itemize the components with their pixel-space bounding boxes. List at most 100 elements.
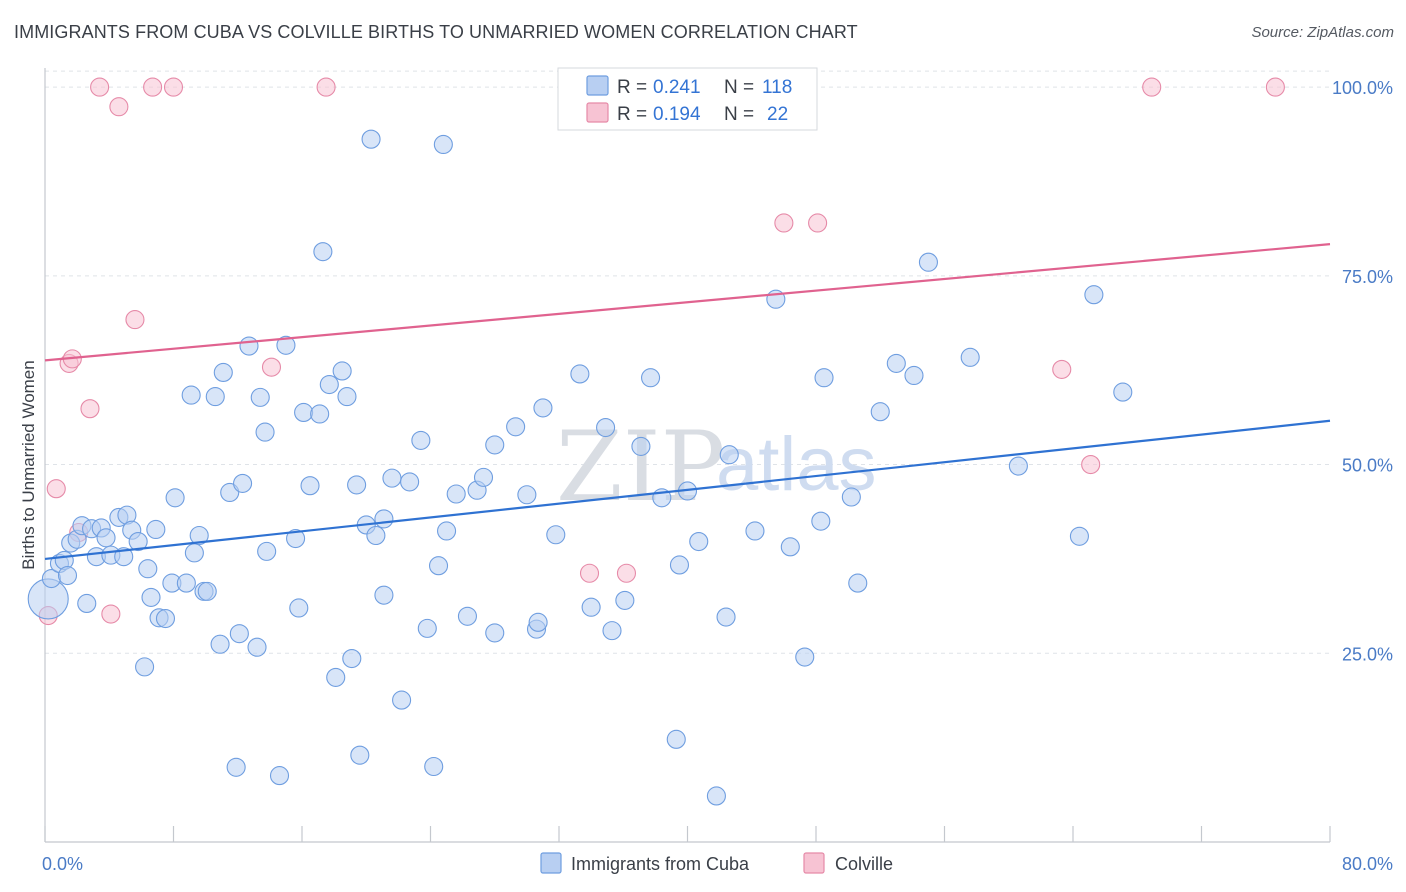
cuba-point [135, 657, 155, 677]
cuba-point [641, 368, 661, 388]
cuba-point [114, 547, 134, 567]
cuba-point [602, 621, 622, 641]
cuba-point [870, 402, 890, 422]
cuba-point [332, 361, 352, 381]
cuba-point [904, 365, 924, 386]
bottom-legend: Immigrants from Cuba Colville [540, 852, 893, 874]
cuba-point [165, 488, 185, 508]
cuba-point [155, 608, 176, 629]
cuba-point [960, 347, 980, 367]
cuba-point [233, 473, 253, 493]
colville-point [1081, 454, 1101, 475]
cuba-point [96, 528, 116, 548]
cuba-point [350, 745, 370, 765]
cuba-point [780, 537, 800, 557]
cuba-point [176, 573, 196, 593]
cuba-point [1113, 382, 1133, 402]
y-tick-label: 100.0% [1332, 78, 1393, 98]
y-axis-title: Births to Unmarried Women [19, 360, 38, 569]
colville-point [80, 399, 100, 419]
cuba-point [533, 398, 553, 418]
cuba-point [506, 417, 526, 437]
cuba-point [229, 624, 249, 644]
cuba-point [57, 565, 78, 586]
cuba-point [631, 436, 651, 456]
cuba-point [382, 468, 402, 488]
cuba-point [213, 362, 233, 383]
cuba-point [247, 637, 267, 657]
cuba-point [570, 364, 590, 384]
cuba-point [528, 612, 548, 632]
cuba-point [141, 587, 161, 607]
legend-n-label-cuba: N = [724, 77, 754, 98]
cuba-point [319, 374, 339, 395]
cuba-point [239, 336, 259, 356]
cuba-point [433, 134, 453, 155]
colville-point [316, 77, 336, 97]
cuba-point [337, 387, 357, 407]
cuba-point [795, 647, 815, 667]
cuba-point [446, 484, 466, 504]
watermark-zip: ZIP [556, 411, 725, 523]
y-tick-label: 25.0% [1342, 644, 1393, 664]
cuba-point [517, 485, 537, 505]
cuba-point [400, 472, 420, 492]
cuba-point [289, 598, 309, 618]
cuba-point [374, 509, 394, 529]
colville-point [1142, 77, 1162, 97]
legend-r-value-colville: 0.194 [653, 104, 701, 125]
cuba-point [226, 757, 246, 777]
cuba-point [689, 531, 709, 552]
cuba-point [716, 607, 736, 627]
legend-n-value-colville: 22 [767, 104, 788, 125]
cuba-point [719, 445, 739, 465]
cuba-point [848, 573, 868, 593]
cuba-point [269, 766, 290, 786]
colville-point [579, 563, 600, 583]
cuba-point [1084, 285, 1104, 305]
bottom-legend-label-colville: Colville [835, 854, 893, 874]
cuba-point [189, 525, 209, 546]
colville-point [616, 563, 637, 583]
cuba-point [417, 618, 437, 638]
cuba-point [1069, 526, 1089, 546]
y-tick-label: 50.0% [1342, 456, 1393, 476]
cuba-point [546, 525, 566, 545]
cuba-point [300, 476, 320, 496]
cuba-point [918, 252, 938, 272]
cuba-point [424, 756, 444, 777]
colville-point [808, 213, 828, 233]
bottom-legend-swatch-colville [803, 852, 825, 874]
legend-n-label-colville: N = [724, 104, 754, 125]
colville-point [109, 97, 129, 117]
cuba-point [666, 729, 686, 749]
cuba-point [342, 649, 362, 669]
bottom-legend-label-cuba: Immigrants from Cuba [571, 854, 750, 874]
x-tick-labels: 0.0% 80.0% [42, 854, 1393, 874]
cuba-point [276, 335, 296, 355]
cuba-point [841, 487, 861, 507]
colville-point [261, 357, 282, 377]
legend: R = 0.241 N = 118 R = 0.194 N = 22 [557, 67, 818, 131]
trend-lines [44, 243, 1331, 561]
cuba-point [184, 543, 204, 563]
legend-swatch-colville [586, 102, 609, 123]
colville-point [46, 479, 66, 499]
cuba-point [581, 597, 601, 617]
colville-point [125, 310, 145, 330]
cuba-point [326, 667, 346, 687]
colville-point [90, 77, 110, 97]
legend-r-label-colville: R = [617, 104, 647, 125]
colville-point [143, 77, 163, 97]
cuba-point [1008, 456, 1028, 476]
cuba-point [257, 541, 277, 561]
colville-point [1265, 77, 1285, 97]
cuba-point [128, 531, 148, 552]
cuba-point [255, 422, 275, 442]
colville-point [1052, 359, 1072, 379]
cuba-point [138, 559, 158, 579]
cuba-trend-line [44, 419, 1331, 561]
colville-trend-line [44, 243, 1331, 362]
cuba-point [485, 435, 505, 455]
cuba-point [814, 368, 834, 388]
